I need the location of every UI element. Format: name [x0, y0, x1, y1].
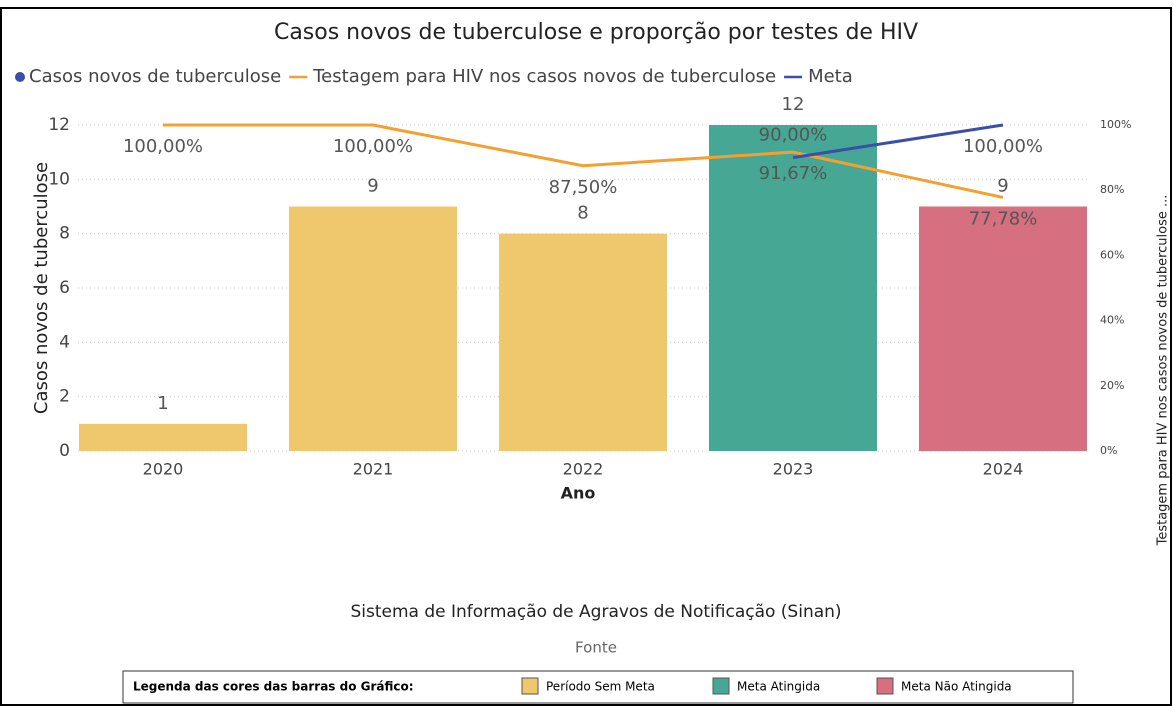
bar [919, 206, 1087, 451]
y-tick-label: 10 [48, 169, 70, 189]
legend-label: Testagem para HIV nos casos novos de tub… [312, 66, 776, 87]
y2-tick-label: 100% [1100, 118, 1131, 131]
line [163, 123, 1004, 199]
x-tick-label: 2021 [353, 460, 394, 479]
line-value-label: 100,00% [123, 136, 203, 157]
chart-title: Casos novos de tuberculose e proporção p… [274, 20, 918, 45]
bar-value-label: 8 [577, 203, 588, 224]
source-label: Fonte [575, 639, 617, 657]
bar [709, 125, 877, 451]
color-key-title: Legenda das cores das barras do Gráfico: [133, 680, 414, 694]
line-value-label: 91,67% [759, 163, 828, 184]
color-key-swatch [521, 677, 539, 695]
bar [79, 423, 247, 451]
y-tick-label: 2 [59, 387, 70, 407]
color-key-swatch [876, 677, 894, 695]
legend-swatch [15, 72, 25, 82]
source: Sistema de Informação de Agravos de Noti… [350, 602, 841, 622]
line [792, 123, 1004, 160]
line-value-label: 100,00% [963, 136, 1043, 157]
bar-value-label: 12 [782, 94, 805, 115]
y-tick-label: 12 [48, 115, 70, 135]
y-tick-label: 8 [59, 224, 70, 244]
y2-axis-title: Testagem para HIV nos casos novos de tub… [1156, 195, 1171, 547]
bar-value-label: 1 [157, 393, 168, 414]
x-tick-label: 2024 [983, 460, 1024, 479]
x-tick-label: 2022 [563, 460, 604, 479]
color-key-swatch [712, 677, 730, 695]
y-tick-label: 0 [59, 441, 70, 461]
color-key-box [122, 670, 1074, 704]
y-axis-title: Casos novos de tuberculose [31, 162, 52, 414]
legend-label: Casos novos de tuberculose [29, 66, 281, 87]
legend-label: Meta [808, 66, 853, 87]
line-value-label: 77,78% [969, 208, 1038, 229]
line-value-label: 100,00% [333, 136, 413, 157]
x-axis-title: Ano [561, 484, 596, 503]
bar [499, 233, 667, 451]
y2-tick-label: 20% [1100, 379, 1124, 392]
x-tick-label: 2020 [143, 460, 184, 479]
bar-value-label: 9 [367, 176, 378, 197]
color-key-label: Meta Não Atingida [901, 680, 1012, 694]
bar [289, 206, 457, 451]
y2-tick-label: 40% [1100, 314, 1124, 327]
frame [0, 7, 1172, 706]
y2-tick-label: 0% [1100, 444, 1117, 457]
line-value-label: 90,00% [759, 125, 828, 146]
color-key-label: Meta Atingida [737, 680, 820, 694]
y-tick-label: 6 [59, 278, 70, 298]
bar-value-label: 9 [997, 176, 1008, 197]
y2-tick-label: 60% [1100, 248, 1124, 261]
y-tick-label: 4 [59, 332, 70, 352]
color-key-label: Período Sem Meta [546, 680, 655, 694]
line-value-label: 87,50% [549, 177, 618, 198]
x-tick-label: 2023 [773, 460, 814, 479]
y2-tick-label: 80% [1100, 183, 1124, 196]
